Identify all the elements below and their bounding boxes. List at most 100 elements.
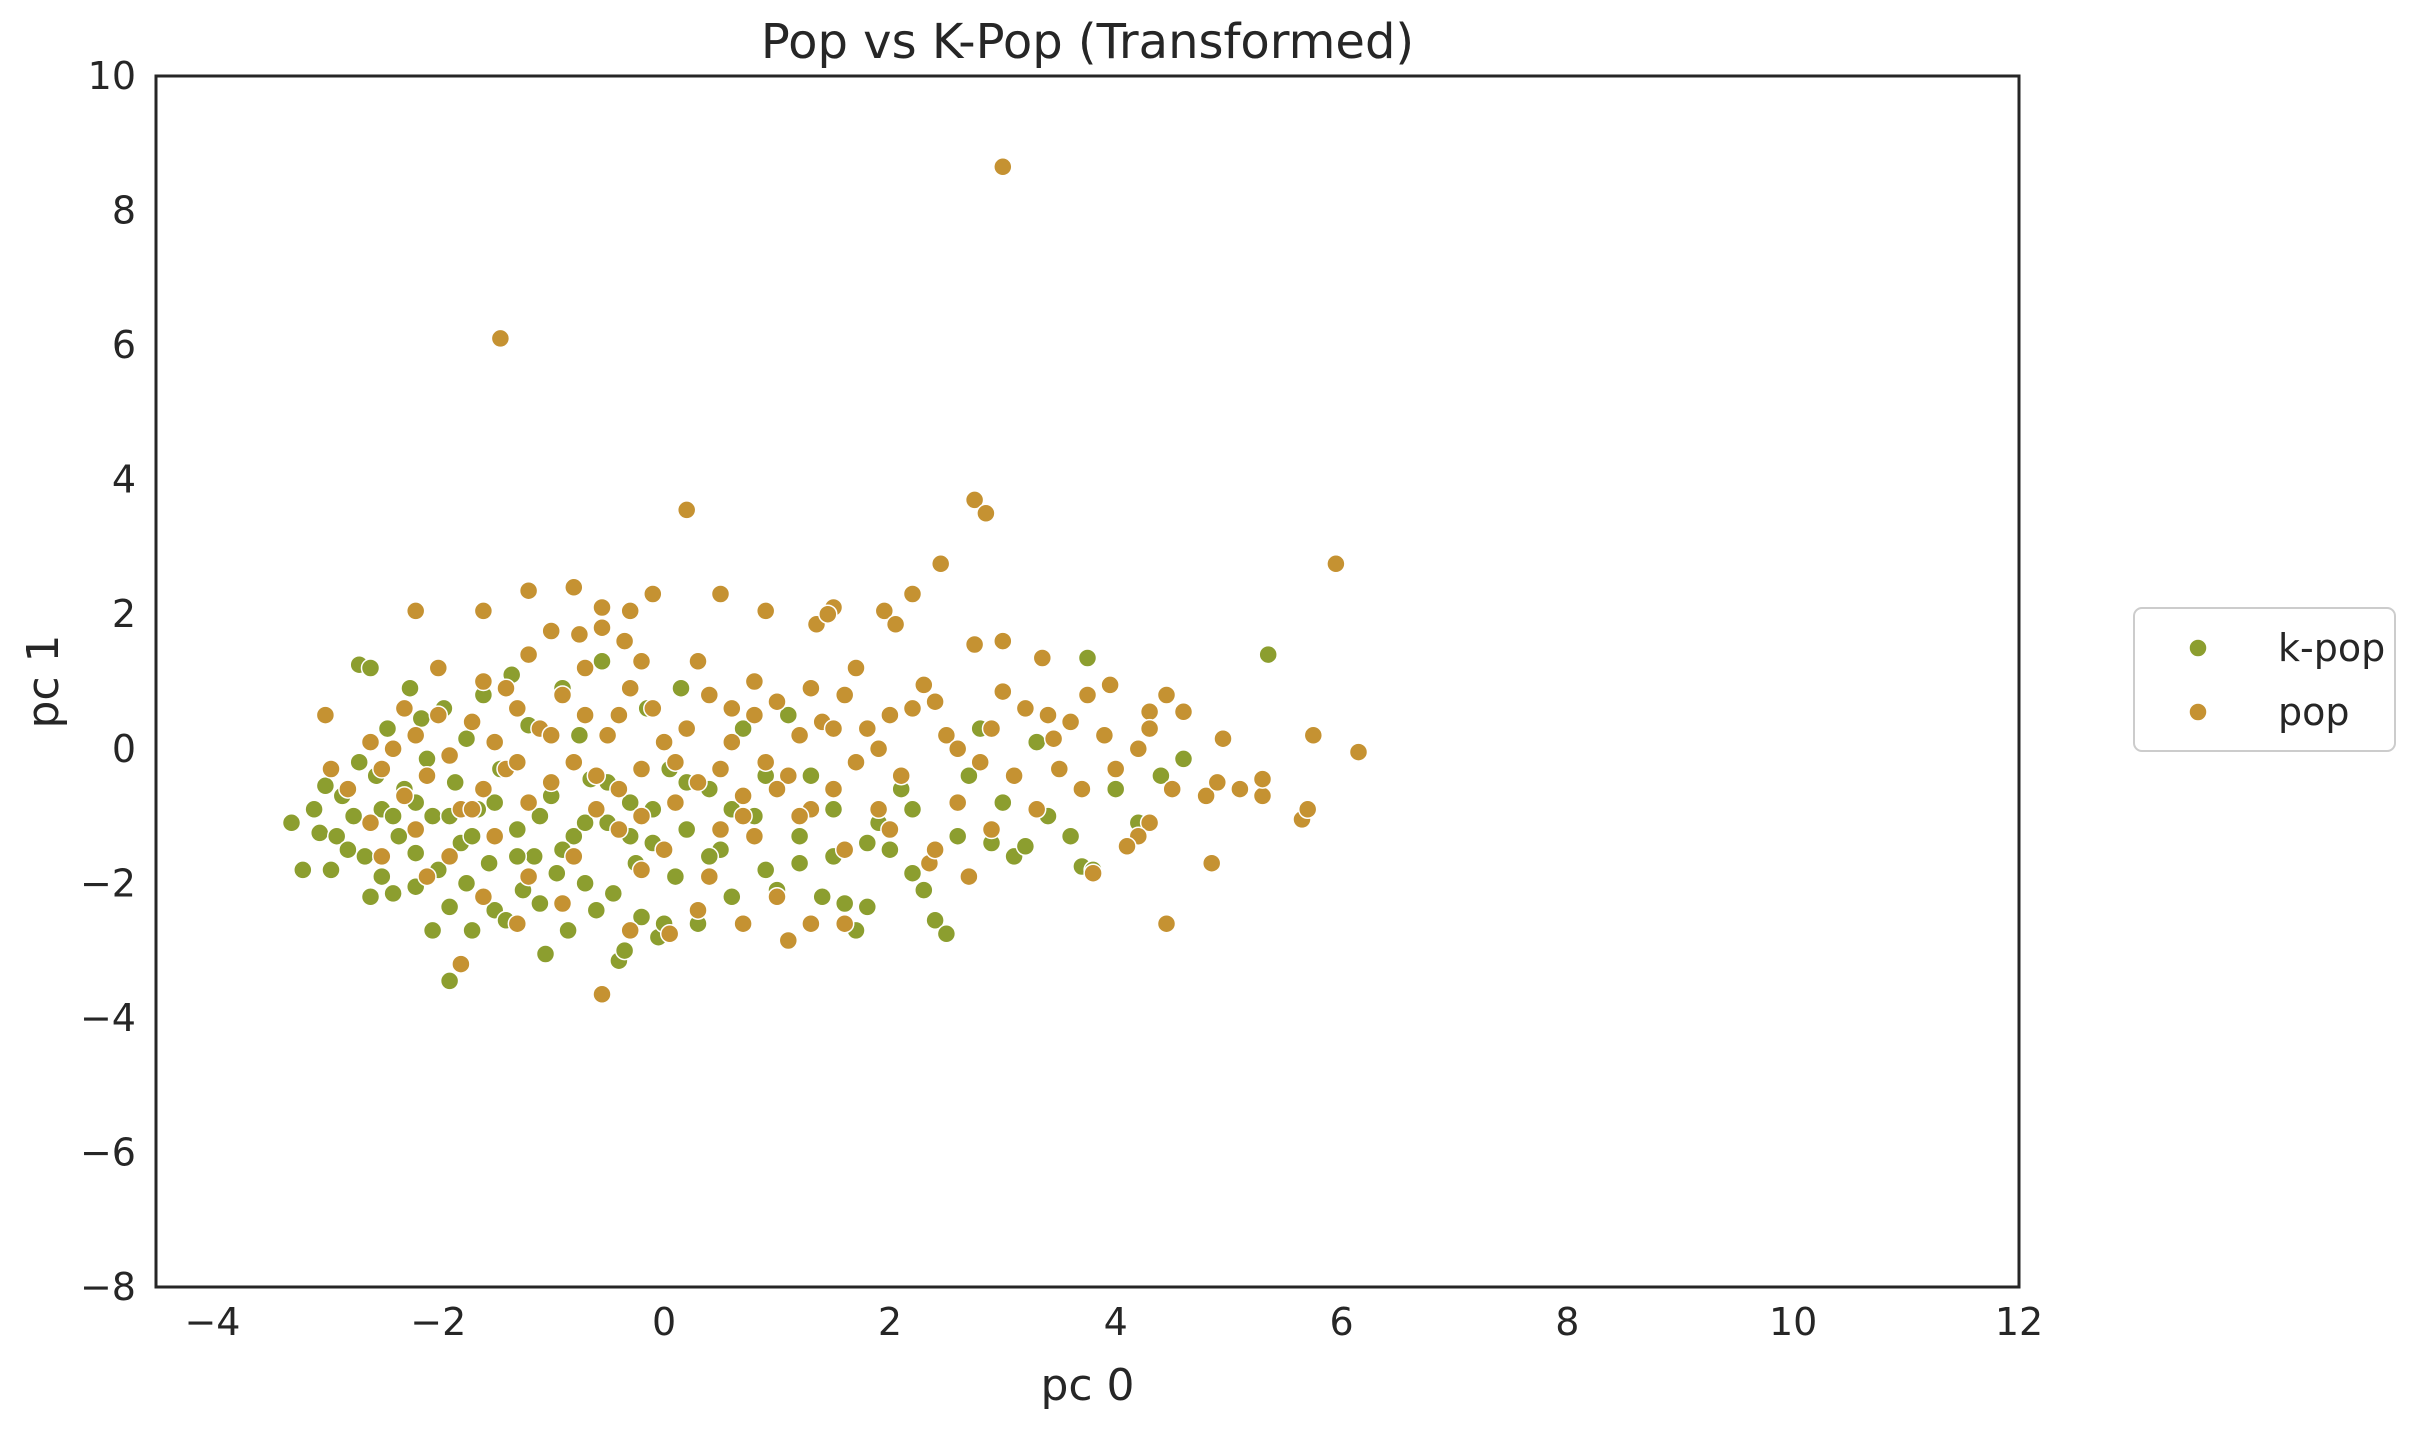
data-point	[1162, 779, 1182, 799]
data-point	[609, 779, 629, 799]
data-point	[976, 503, 996, 524]
data-point	[885, 614, 906, 635]
data-point	[530, 806, 550, 826]
data-point	[699, 685, 720, 705]
data-point	[558, 920, 578, 941]
x-ticks: −4 −2 0 2 4 6 8 10 12	[184, 1300, 2043, 1344]
data-point	[981, 718, 1002, 739]
data-point	[1015, 698, 1036, 719]
data-point	[394, 786, 415, 806]
data-point	[665, 866, 686, 887]
data-point	[964, 490, 985, 510]
data-point	[473, 779, 494, 799]
data-point	[355, 846, 375, 867]
data-point	[925, 691, 945, 712]
data-point	[818, 604, 838, 624]
data-point	[665, 792, 686, 813]
data-point	[947, 739, 968, 759]
data-point	[564, 577, 584, 598]
data-point	[1252, 786, 1273, 806]
data-point	[417, 765, 437, 786]
y-tick-label: 4	[112, 458, 136, 502]
data-point	[304, 799, 324, 820]
y-ticks: −8 −6 −4 −2 0 2 4 6 8 10	[80, 54, 136, 1309]
data-point	[1117, 836, 1137, 857]
data-point	[1201, 853, 1222, 873]
data-point	[524, 846, 544, 867]
data-point	[620, 678, 640, 698]
legend-label-kpop: k-pop	[2278, 626, 2385, 670]
data-point	[1128, 739, 1149, 759]
data-point	[834, 893, 855, 914]
data-point	[479, 853, 499, 873]
data-point	[947, 792, 968, 813]
data-point	[993, 631, 1013, 651]
data-point	[518, 580, 539, 601]
data-point	[1252, 769, 1273, 789]
y-tick-label: 0	[112, 727, 136, 771]
y-tick-label: −4	[80, 996, 136, 1040]
data-point	[964, 634, 985, 655]
data-point	[631, 860, 652, 880]
data-point	[1207, 772, 1228, 793]
data-point	[744, 705, 765, 725]
data-point	[473, 671, 494, 692]
data-point	[614, 940, 635, 961]
data-point	[360, 732, 381, 752]
data-point	[405, 843, 426, 863]
y-tick-label: −8	[80, 1265, 136, 1309]
data-point	[564, 846, 584, 867]
data-point	[389, 826, 409, 846]
data-point	[1326, 554, 1346, 574]
data-point	[789, 725, 810, 746]
data-point	[643, 698, 663, 719]
data-point	[880, 819, 900, 840]
data-point	[405, 819, 426, 840]
data-point	[428, 705, 449, 725]
data-point	[1083, 863, 1103, 883]
data-point	[609, 819, 629, 840]
data-point	[586, 765, 607, 786]
data-point	[552, 893, 573, 914]
x-tick-label: 12	[1995, 1300, 2043, 1344]
legend-marker-pop	[2188, 702, 2208, 722]
data-point	[834, 913, 855, 934]
data-point	[676, 819, 697, 840]
data-point	[755, 860, 776, 880]
legend: k-pop pop	[2133, 607, 2396, 752]
data-point	[1258, 644, 1278, 665]
data-point	[676, 500, 697, 520]
data-point	[801, 765, 821, 786]
data-point	[1213, 728, 1233, 749]
data-point	[451, 954, 471, 974]
data-point	[293, 860, 313, 880]
data-point	[400, 678, 420, 698]
data-point	[834, 685, 855, 705]
data-point	[507, 819, 528, 840]
data-point	[970, 752, 990, 772]
data-point	[789, 826, 810, 846]
data-point	[631, 759, 652, 779]
data-point	[428, 658, 449, 678]
data-point	[936, 725, 957, 746]
data-point	[439, 745, 460, 766]
data-point	[936, 924, 957, 944]
data-point	[722, 887, 742, 907]
data-point	[372, 846, 392, 867]
series-k-pop	[281, 644, 1278, 991]
data-point	[778, 705, 799, 725]
y-tick-label: 6	[112, 323, 136, 367]
data-point	[372, 866, 392, 887]
data-point	[1094, 725, 1115, 746]
data-point	[688, 900, 708, 920]
data-point	[947, 826, 968, 846]
data-point	[547, 863, 567, 883]
data-point	[1156, 685, 1177, 705]
data-point	[326, 826, 347, 846]
data-point	[1060, 826, 1081, 846]
data-point	[868, 799, 889, 820]
data-point	[518, 792, 539, 813]
data-point	[857, 897, 878, 917]
data-point	[857, 718, 878, 739]
